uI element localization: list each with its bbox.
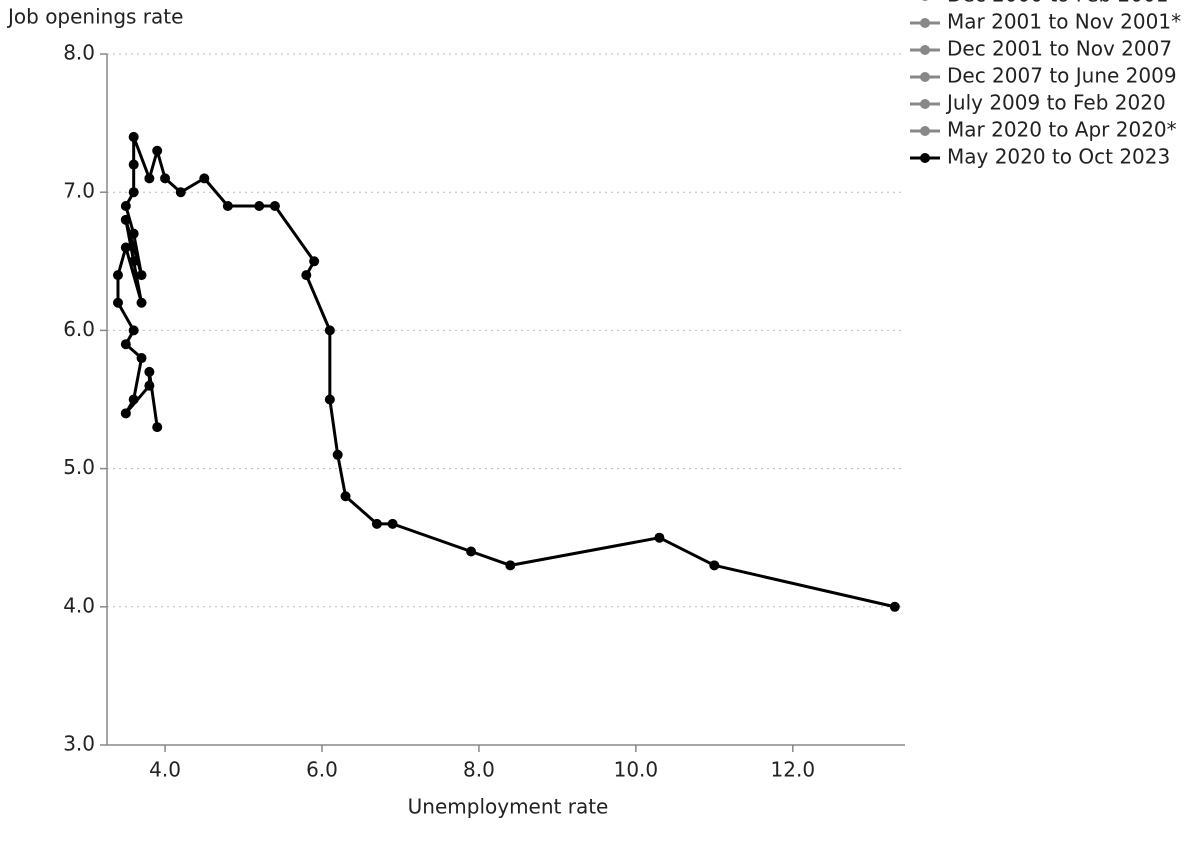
y-tick-label: 6.0: [63, 317, 95, 341]
legend-label: Dec 2007 to June 2009: [947, 64, 1177, 88]
x-tick-label: 8.0: [463, 758, 495, 782]
data-point: [254, 201, 265, 212]
y-tick-label: 4.0: [63, 593, 95, 617]
legend-label: May 2020 to Oct 2023: [947, 145, 1170, 169]
legend-marker: [922, 0, 928, 1]
x-tick-label: 12.0: [771, 758, 816, 782]
legend-label: Mar 2001 to Nov 2001*: [947, 10, 1181, 34]
legend-label: Dec 2001 to Nov 2007: [947, 37, 1172, 61]
legend-label: Dec 2000 to Feb 2001: [947, 0, 1168, 7]
data-point: [175, 187, 186, 198]
data-point: [654, 532, 665, 543]
data-point: [152, 422, 163, 433]
data-point: [120, 214, 131, 225]
data-point: [136, 353, 147, 364]
legend-marker: [920, 72, 930, 82]
data-point: [222, 201, 233, 212]
data-point: [466, 546, 477, 557]
series-line: [116, 135, 896, 609]
data-point: [112, 270, 123, 281]
y-tick-label: 5.0: [63, 455, 95, 479]
data-point: [152, 145, 163, 156]
data-point: [160, 173, 171, 184]
legend-label: Mar 2020 to Apr 2020*: [947, 118, 1177, 142]
data-point: [301, 270, 312, 281]
data-point: [136, 297, 147, 308]
data-point: [387, 518, 398, 529]
y-tick-label: 8.0: [63, 41, 95, 65]
data-point: [128, 159, 139, 170]
data-point: [144, 380, 155, 391]
x-axis-label: Unemployment rate: [408, 795, 609, 819]
data-point: [128, 325, 139, 336]
data-point: [120, 201, 131, 212]
legend-marker: [920, 126, 930, 136]
data-point: [199, 173, 210, 184]
legend-label: July 2009 to Feb 2020: [945, 91, 1166, 115]
data-point: [889, 601, 900, 612]
y-axis-label: Job openings rate: [6, 5, 183, 29]
data-point: [340, 491, 351, 502]
data-point: [128, 256, 139, 267]
legend-marker: [920, 153, 930, 163]
data-point: [709, 560, 720, 571]
data-point: [332, 449, 343, 460]
data-point: [120, 242, 131, 253]
data-point: [128, 394, 139, 405]
y-tick-label: 7.0: [63, 179, 95, 203]
x-tick-label: 10.0: [614, 758, 659, 782]
legend-marker: [920, 99, 930, 109]
data-point: [144, 366, 155, 377]
data-point: [128, 187, 139, 198]
data-point: [309, 256, 320, 267]
y-tick-label: 3.0: [63, 732, 95, 756]
data-point: [371, 518, 382, 529]
data-point: [269, 201, 280, 212]
data-point: [120, 408, 131, 419]
x-tick-label: 4.0: [149, 758, 181, 782]
x-tick-label: 6.0: [306, 758, 338, 782]
legend-marker: [920, 45, 930, 55]
data-point: [120, 339, 131, 350]
legend-marker: [920, 18, 930, 28]
data-point: [324, 325, 335, 336]
data-point: [128, 131, 139, 142]
data-point: [112, 297, 123, 308]
data-point: [505, 560, 516, 571]
data-point: [324, 394, 335, 405]
data-point: [136, 270, 147, 281]
data-point: [144, 173, 155, 184]
data-point: [128, 228, 139, 239]
